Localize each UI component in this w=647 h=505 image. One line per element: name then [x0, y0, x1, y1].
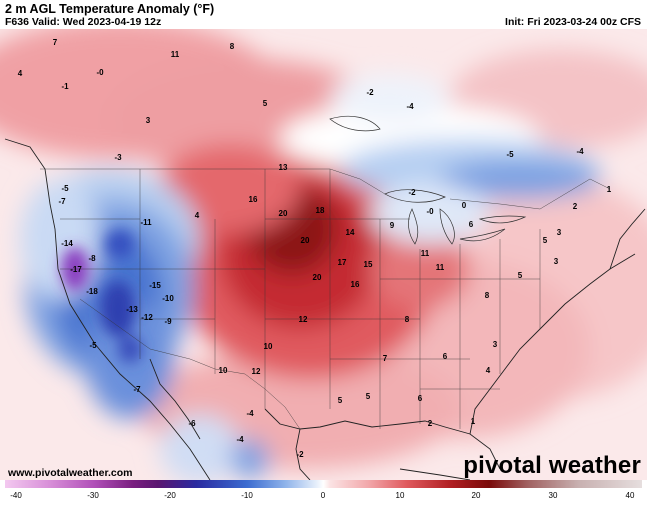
- anomaly-label: 18: [316, 206, 325, 215]
- anomaly-label: 1: [471, 417, 476, 426]
- anomaly-label: 11: [421, 249, 430, 258]
- anomaly-label: -4: [576, 147, 584, 156]
- colorbar-gradient: [5, 480, 642, 488]
- anomaly-label: 3: [554, 257, 559, 266]
- colorbar-legend: -40 -30 -20 -10 0 10 20 30 40: [0, 480, 647, 500]
- anomaly-label: -10: [162, 294, 174, 303]
- colorbar-tick: -30: [87, 491, 99, 500]
- anomaly-label: 14: [346, 228, 355, 237]
- map-title: 2 m AGL Temperature Anomaly (°F): [5, 2, 215, 16]
- anomaly-label: -5: [61, 184, 69, 193]
- anomaly-label: 5: [543, 236, 548, 245]
- anomaly-label: 12: [299, 315, 308, 324]
- anomaly-label: -9: [164, 317, 172, 326]
- anomaly-label: -2: [296, 450, 304, 459]
- colorbar-tick: -20: [164, 491, 176, 500]
- anomaly-label: 5: [366, 392, 371, 401]
- anomaly-label: 3: [146, 116, 151, 125]
- anomaly-label: 5: [338, 396, 343, 405]
- anomaly-label: -12: [141, 313, 153, 322]
- anomaly-label: 10: [264, 342, 273, 351]
- anomaly-label: -11: [140, 218, 152, 227]
- anomaly-label: -7: [133, 385, 141, 394]
- anomaly-label: -8: [88, 254, 96, 263]
- colorbar-tick: 0: [321, 491, 326, 500]
- anomaly-label: 7: [383, 354, 388, 363]
- init-time: Init: Fri 2023-03-24 00z CFS: [505, 16, 641, 28]
- anomaly-label: 10: [219, 366, 228, 375]
- anomaly-map-svg: 11 8 7 -0 4 -1 3 5 -2 -4 -4 -5 -3 -5 -7 …: [0, 29, 647, 480]
- anomaly-label: 8: [405, 315, 410, 324]
- anomaly-label: 1: [607, 185, 612, 194]
- anomaly-label: 15: [364, 260, 373, 269]
- anomaly-label: 11: [171, 50, 180, 59]
- anomaly-label: -5: [506, 150, 514, 159]
- borders: [40, 168, 611, 430]
- anomaly-label: 11: [436, 263, 445, 272]
- anomaly-labels: 11 8 7 -0 4 -1 3 5 -2 -4 -4 -5 -3 -5 -7 …: [18, 38, 612, 459]
- anomaly-label: 5: [518, 271, 523, 280]
- colorbar-tick: -10: [241, 491, 253, 500]
- anomaly-label: 7: [53, 38, 58, 47]
- anomaly-label: 17: [338, 258, 347, 267]
- anomaly-label: -0: [426, 207, 434, 216]
- colorbar-svg: -40 -30 -20 -10 0 10 20 30 40: [5, 480, 642, 500]
- anomaly-label: -17: [70, 265, 82, 274]
- anomaly-label: -13: [126, 305, 138, 314]
- anomaly-label: -5: [89, 341, 97, 350]
- colorbar-tick: 20: [472, 491, 481, 500]
- anomaly-label: 4: [486, 366, 491, 375]
- anomaly-label: 6: [469, 220, 474, 229]
- anomaly-label: 13: [279, 163, 288, 172]
- anomaly-label: -1: [61, 82, 69, 91]
- anomaly-label: 6: [418, 394, 423, 403]
- anomaly-label: -2: [366, 88, 374, 97]
- anomaly-label: 4: [195, 211, 200, 220]
- anomaly-map: 11 8 7 -0 4 -1 3 5 -2 -4 -4 -5 -3 -5 -7 …: [0, 29, 647, 480]
- anomaly-label: -6: [188, 419, 196, 428]
- anomaly-label: 3: [493, 340, 498, 349]
- anomaly-label: 16: [249, 195, 258, 204]
- valid-time: F636 Valid: Wed 2023-04-19 12z: [5, 16, 162, 28]
- pivotal-weather-logo: pivotal weather: [463, 452, 641, 479]
- lakes: [329, 115, 527, 245]
- anomaly-label: 16: [351, 280, 360, 289]
- anomaly-label: 20: [301, 236, 310, 245]
- anomaly-label: 12: [252, 367, 261, 376]
- anomaly-label: 4: [18, 69, 23, 78]
- colorbar-tick: 40: [626, 491, 635, 500]
- anomaly-label: -4: [236, 435, 244, 444]
- anomaly-label: -4: [246, 409, 254, 418]
- anomaly-label: -3: [114, 153, 122, 162]
- anomaly-label: 8: [230, 42, 235, 51]
- anomaly-label: 8: [485, 291, 490, 300]
- anomaly-label: -0: [96, 68, 104, 77]
- anomaly-label: 0: [462, 201, 467, 210]
- anomaly-label: -4: [406, 102, 414, 111]
- anomaly-label: 20: [279, 209, 288, 218]
- anomaly-label: 20: [313, 273, 322, 282]
- anomaly-label: 6: [443, 352, 448, 361]
- anomaly-label: -14: [61, 239, 73, 248]
- anomaly-label: 5: [263, 99, 268, 108]
- anomaly-label: 2: [573, 202, 578, 211]
- anomaly-label: -2: [408, 188, 416, 197]
- anomaly-label: -7: [58, 197, 66, 206]
- site-credit: www.pivotalweather.com: [8, 467, 133, 479]
- anomaly-label: 3: [557, 228, 562, 237]
- colorbar-ticks: -40 -30 -20 -10 0 10 20 30 40: [10, 491, 635, 500]
- anomaly-label: -18: [86, 287, 98, 296]
- anomaly-label: -15: [149, 281, 161, 290]
- anomaly-label: 2: [428, 419, 433, 428]
- colorbar-tick: 30: [549, 491, 558, 500]
- colorbar-tick: -40: [10, 491, 22, 500]
- colorbar-tick: 10: [396, 491, 405, 500]
- anomaly-label: 9: [390, 221, 395, 230]
